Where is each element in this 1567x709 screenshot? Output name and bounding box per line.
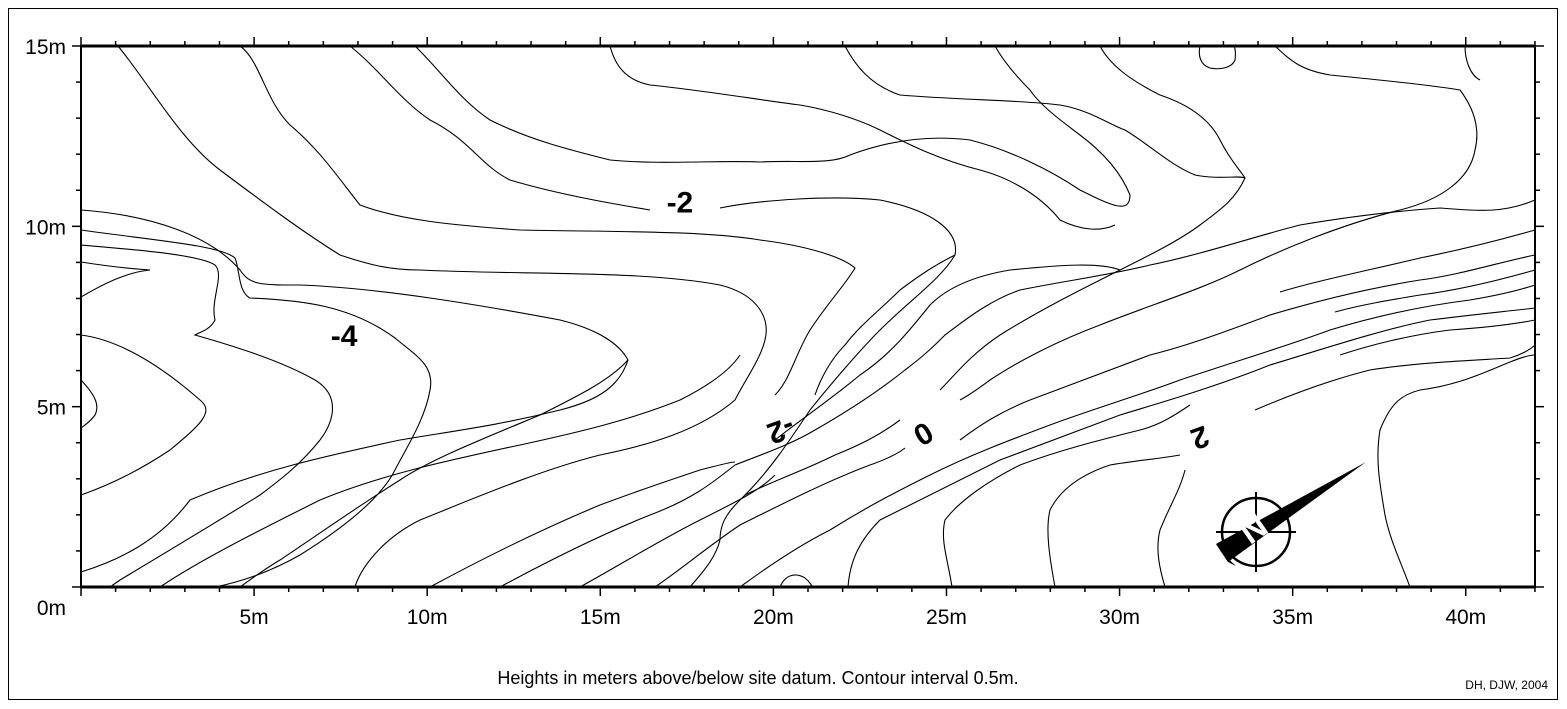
contour-label: -2 xyxy=(763,410,799,450)
plot-area xyxy=(80,45,1536,588)
contour-line xyxy=(1339,319,1536,356)
contour-line xyxy=(654,447,906,588)
x-tick-label: 25m xyxy=(926,606,967,629)
contour-line xyxy=(80,244,333,588)
contour-line xyxy=(744,419,901,496)
x-tick-label: 5m xyxy=(240,606,269,629)
contour-line xyxy=(814,254,956,396)
contour-label: -4 xyxy=(331,320,358,353)
contour-line xyxy=(1279,229,1536,293)
map-caption: Heights in meters above/below site datum… xyxy=(497,668,1018,688)
contour-label: -2 xyxy=(667,187,694,220)
contour-line xyxy=(689,197,957,588)
contour-line xyxy=(844,45,1246,391)
contour-line xyxy=(80,229,432,588)
contour-line xyxy=(1377,354,1536,588)
contour-line xyxy=(959,254,1536,441)
x-tick-label: 10m xyxy=(407,606,448,629)
contour-line xyxy=(959,45,1478,401)
contour-line xyxy=(499,464,736,588)
contour-line xyxy=(847,307,1536,588)
y-tick-label: 5m xyxy=(37,397,66,420)
contour-line xyxy=(159,354,741,588)
x-tick-label: 20m xyxy=(753,606,794,629)
contour-line xyxy=(80,334,207,496)
x-tick-label: 30m xyxy=(1099,606,1140,629)
contour-line xyxy=(579,474,776,588)
contour-line xyxy=(774,264,1121,441)
y-tick-label: 15m xyxy=(25,36,66,59)
contour-line xyxy=(1334,269,1536,313)
y-tick-label: 0m xyxy=(37,597,66,620)
x-tick-label: 15m xyxy=(580,606,621,629)
contour-line xyxy=(1157,469,1186,588)
contour-line xyxy=(1047,454,1181,588)
north-arrow-icon: N xyxy=(1216,462,1366,572)
contour-line xyxy=(1254,344,1536,411)
contour-line xyxy=(80,261,151,298)
map-credit: DH, DJW, 2004 xyxy=(1465,678,1548,692)
contour-lines xyxy=(80,45,1536,588)
contour-labels: -2 -4 -2 0 2 xyxy=(331,187,1213,456)
contour-line xyxy=(779,574,813,588)
contour-label: 2 xyxy=(1186,419,1213,456)
x-tick-label: 40m xyxy=(1445,606,1486,629)
contour-line xyxy=(117,45,767,588)
axis-tick-labels: 5m 10m 15m 20m 25m 30m 35m 40m 0m 5m 10m 15m xyxy=(25,36,1486,629)
contour-line xyxy=(80,359,629,573)
contour-line xyxy=(429,461,736,588)
contour-line xyxy=(609,45,1116,230)
axis-ticks xyxy=(72,37,1544,596)
contour-line xyxy=(80,209,629,588)
contour-line xyxy=(80,379,98,429)
contour-line xyxy=(1099,45,1246,179)
contour-line xyxy=(239,45,856,396)
contour-line xyxy=(349,45,651,211)
contour-label: 0 xyxy=(908,415,939,452)
y-tick-label: 10m xyxy=(25,216,66,239)
contour-line xyxy=(1464,45,1481,81)
map-frame xyxy=(8,8,1558,700)
contour-line xyxy=(942,404,1191,588)
contour-line xyxy=(739,284,1536,588)
contour-line xyxy=(1198,45,1236,70)
x-tick-label: 35m xyxy=(1272,606,1313,629)
contour-line xyxy=(734,199,1536,466)
contour-line xyxy=(414,45,1131,207)
